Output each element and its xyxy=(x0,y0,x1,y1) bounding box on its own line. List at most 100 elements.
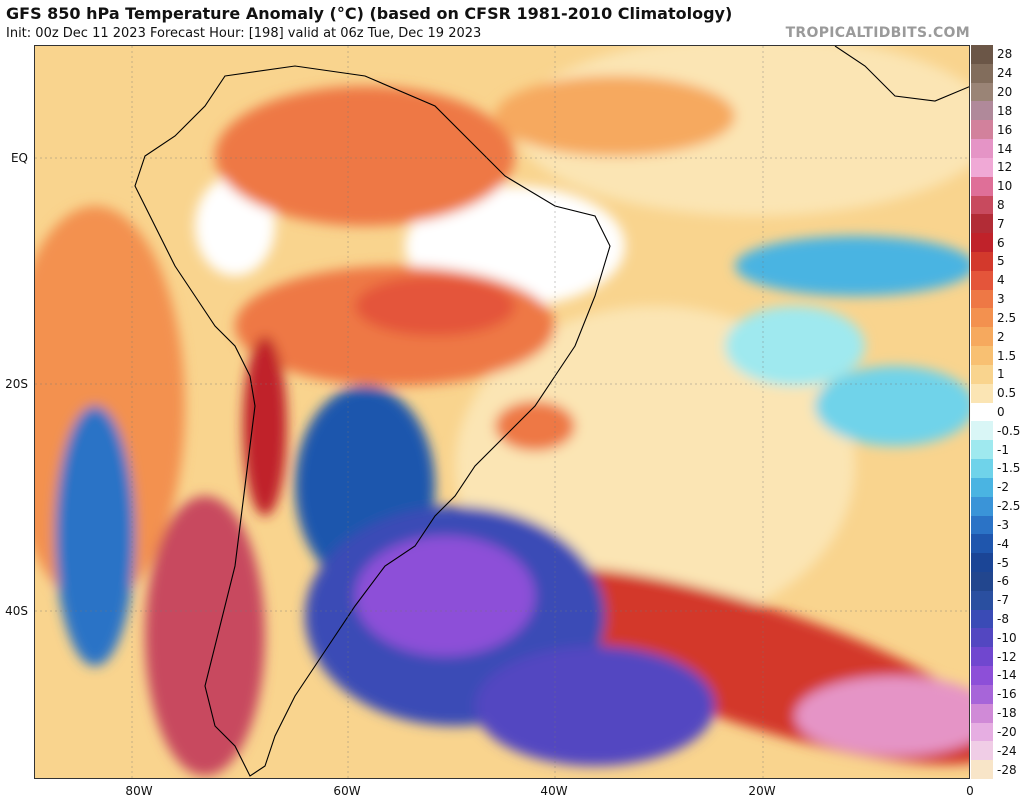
legend-label: -2 xyxy=(997,480,1009,495)
cold-east-pacific xyxy=(55,406,135,666)
legend-swatch xyxy=(971,120,993,140)
africa-coast xyxy=(834,46,969,102)
legend-label: 7 xyxy=(997,216,1005,231)
legend-swatch xyxy=(971,63,993,84)
legend-swatch xyxy=(971,383,993,404)
legend-label: -12 xyxy=(997,649,1017,664)
coastlines xyxy=(134,46,969,777)
slightly-cool-mid-atlantic xyxy=(725,306,865,386)
legend-label: -3 xyxy=(997,517,1009,532)
legend-swatch xyxy=(971,289,993,309)
south-america-outline xyxy=(134,65,611,777)
legend-swatch xyxy=(971,176,993,197)
legend-swatch xyxy=(971,364,993,385)
legend-label: 10 xyxy=(997,179,1013,194)
legend-label: 3 xyxy=(997,292,1005,307)
legend-label: 24 xyxy=(997,66,1013,81)
legend-label: 2 xyxy=(997,329,1005,344)
legend-swatch xyxy=(971,553,993,573)
map-title: GFS 850 hPa Temperature Anomaly (°C) (ba… xyxy=(6,4,733,23)
warm-patagonia-pacific xyxy=(145,496,265,776)
legend-swatch xyxy=(971,590,993,611)
legend-label: -6 xyxy=(997,574,1009,589)
legend-label: 8 xyxy=(997,197,1005,212)
legend-label: -16 xyxy=(997,687,1017,702)
legend-swatch xyxy=(971,684,993,705)
legend-label: 20 xyxy=(997,85,1013,100)
legend-swatch xyxy=(971,647,993,667)
legend-label: 1.5 xyxy=(997,348,1017,363)
legend-label: 0 xyxy=(997,405,1005,419)
legend-label: 28 xyxy=(997,47,1013,62)
legend-swatch xyxy=(971,571,993,592)
legend-swatch xyxy=(971,327,993,347)
legend-swatch xyxy=(971,157,993,178)
anomaly-map-svg xyxy=(35,46,969,778)
legend-swatch xyxy=(971,496,993,516)
lon-label-20w: 20W xyxy=(748,784,776,798)
legend-label: 14 xyxy=(997,141,1013,156)
warm-core-brazil xyxy=(355,276,515,336)
legend-swatch xyxy=(971,252,993,272)
legend-label: 12 xyxy=(997,160,1013,175)
lon-label-80w: 80W xyxy=(125,784,153,798)
anomaly-map xyxy=(34,45,970,779)
legend-swatch xyxy=(971,139,993,159)
legend-swatch xyxy=(971,308,993,328)
legend-swatch xyxy=(971,421,993,441)
legend-swatch xyxy=(971,477,993,498)
legend-label: 5 xyxy=(997,254,1005,269)
legend-swatch xyxy=(971,101,993,121)
legend-label: -18 xyxy=(997,706,1017,721)
graticule xyxy=(35,46,969,778)
legend-label: -14 xyxy=(997,668,1017,683)
brand-watermark: TROPICALTIDBITS.COM xyxy=(785,25,970,41)
legend-swatch xyxy=(971,760,993,780)
warm-north-atlantic-band xyxy=(495,76,735,156)
legend-swatch xyxy=(971,703,993,724)
lon-label-60w: 60W xyxy=(333,784,361,798)
legend-swatch xyxy=(971,515,993,535)
legend-swatch xyxy=(971,666,993,686)
legend-label: -1 xyxy=(997,442,1009,457)
cold-south-atlantic-tongue xyxy=(475,646,715,766)
legend-label: -24 xyxy=(997,743,1017,758)
legend-swatch xyxy=(971,741,993,761)
warm-southeast-coast xyxy=(495,401,575,451)
legend-swatch xyxy=(971,195,993,215)
lat-label-20s: 20S xyxy=(5,377,28,391)
warm-andes-strip xyxy=(243,336,287,516)
legend-swatch xyxy=(971,609,993,629)
cool-tropical-atlantic xyxy=(735,236,969,296)
warm-amazon-north xyxy=(215,86,515,226)
lat-label-40s: 40S xyxy=(5,604,28,618)
lon-label-40w: 40W xyxy=(540,784,568,798)
map-subtitle: Init: 00z Dec 11 2023 Forecast Hour: [19… xyxy=(6,26,482,41)
legend-swatch xyxy=(971,45,993,65)
legend-swatch xyxy=(971,82,993,102)
legend-label: -5 xyxy=(997,555,1009,570)
legend-label: -7 xyxy=(997,593,1009,608)
legend-swatch xyxy=(971,534,993,554)
color-legend xyxy=(971,45,993,780)
legend-label: 16 xyxy=(997,122,1013,137)
legend-label: -0.5 xyxy=(997,423,1021,438)
legend-swatch xyxy=(971,722,993,742)
legend-swatch xyxy=(971,459,993,479)
legend-label: -20 xyxy=(997,724,1017,739)
legend-label: 2.5 xyxy=(997,310,1017,325)
legend-swatch xyxy=(971,440,993,460)
legend-swatch xyxy=(971,270,993,291)
legend-swatch xyxy=(971,233,993,253)
legend-label: -2.5 xyxy=(997,499,1021,514)
legend-label: -8 xyxy=(997,612,1009,627)
legend-label: -28 xyxy=(997,762,1017,777)
legend-label: 18 xyxy=(997,103,1013,118)
very-cold-argentina xyxy=(355,536,535,656)
legend-swatch xyxy=(971,402,993,422)
legend-label: -10 xyxy=(997,630,1017,645)
lon-label-0: 0 xyxy=(966,784,974,798)
legend-label: 1 xyxy=(997,367,1005,382)
lat-label-eq: EQ xyxy=(10,151,28,165)
legend-label: 6 xyxy=(997,235,1005,250)
